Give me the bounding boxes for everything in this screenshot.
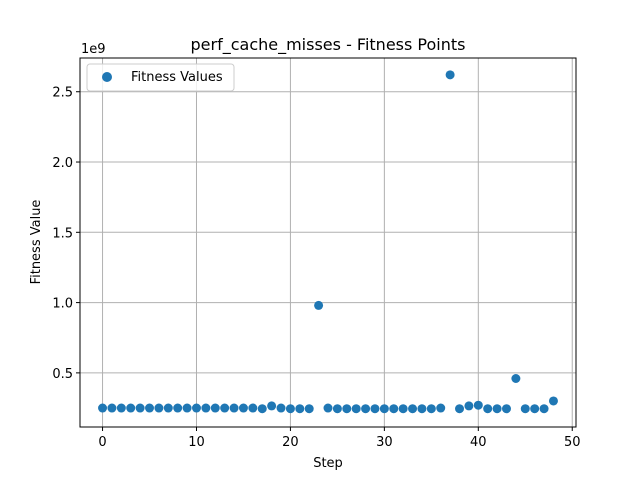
data-point — [483, 404, 493, 414]
data-point — [257, 404, 267, 414]
data-point — [455, 404, 465, 414]
data-point — [276, 403, 286, 413]
y-tick-label: 2.5 — [52, 86, 73, 101]
data-point — [126, 403, 136, 413]
data-point — [191, 403, 201, 413]
data-point — [351, 404, 361, 414]
x-tick-label: 20 — [282, 435, 299, 450]
data-point — [295, 404, 305, 414]
data-point — [445, 70, 455, 80]
data-point — [116, 403, 126, 413]
axis-ticks: 0 10 20 30 40 50 0.5 1.0 1.5 2.0 2.5 — [52, 86, 580, 450]
data-point — [135, 403, 145, 413]
data-point — [464, 401, 474, 411]
data-point — [379, 404, 389, 414]
y-axis-label: Fitness Value — [29, 200, 44, 285]
y-tick-label: 1.0 — [52, 297, 73, 312]
x-tick-label: 50 — [564, 435, 581, 450]
data-point — [511, 374, 521, 384]
data-point — [229, 403, 239, 413]
data-point — [501, 404, 511, 414]
data-point — [145, 403, 155, 413]
x-axis-label: Step — [313, 456, 343, 471]
data-point — [408, 404, 418, 414]
data-point — [548, 396, 558, 406]
data-point — [182, 403, 192, 413]
data-point — [304, 404, 314, 414]
data-point — [173, 403, 183, 413]
legend-label: Fitness Values — [131, 70, 223, 85]
data-point — [389, 404, 399, 414]
legend-box — [86, 63, 235, 92]
data-point — [314, 300, 324, 310]
x-tick-label: 0 — [98, 435, 106, 450]
data-point — [332, 404, 342, 414]
data-point — [436, 403, 446, 413]
plot-frame — [79, 57, 577, 428]
legend-marker — [102, 72, 112, 82]
data-point — [267, 401, 277, 411]
data-point — [426, 404, 436, 414]
y-tick-label: 1.5 — [52, 226, 73, 241]
data-point — [417, 404, 427, 414]
data-points — [98, 70, 558, 414]
legend: Fitness Values — [86, 63, 235, 92]
data-point — [342, 404, 352, 414]
data-point — [154, 403, 164, 413]
x-tick-label: 40 — [470, 435, 487, 450]
data-point — [163, 403, 173, 413]
data-point — [370, 404, 380, 414]
chart-title: perf_cache_misses - Fitness Points — [191, 35, 466, 55]
data-point — [539, 404, 549, 414]
y-tick-label: 2.0 — [52, 156, 73, 171]
data-point — [285, 404, 295, 414]
y-tick-label: 0.5 — [52, 367, 73, 382]
data-point — [323, 403, 333, 413]
grid — [80, 58, 576, 427]
data-point — [220, 403, 230, 413]
x-tick-label: 10 — [188, 435, 205, 450]
x-tick-label: 30 — [376, 435, 393, 450]
data-point — [361, 404, 371, 414]
y-offset-label: 1e9 — [81, 42, 106, 57]
data-point — [492, 404, 502, 414]
data-point — [98, 403, 108, 413]
data-point — [473, 400, 483, 410]
data-point — [398, 404, 408, 414]
data-point — [248, 403, 258, 413]
data-point — [201, 403, 211, 413]
data-point — [210, 403, 220, 413]
data-point — [107, 403, 117, 413]
data-point — [530, 404, 540, 414]
data-point — [238, 403, 248, 413]
data-point — [520, 404, 530, 414]
